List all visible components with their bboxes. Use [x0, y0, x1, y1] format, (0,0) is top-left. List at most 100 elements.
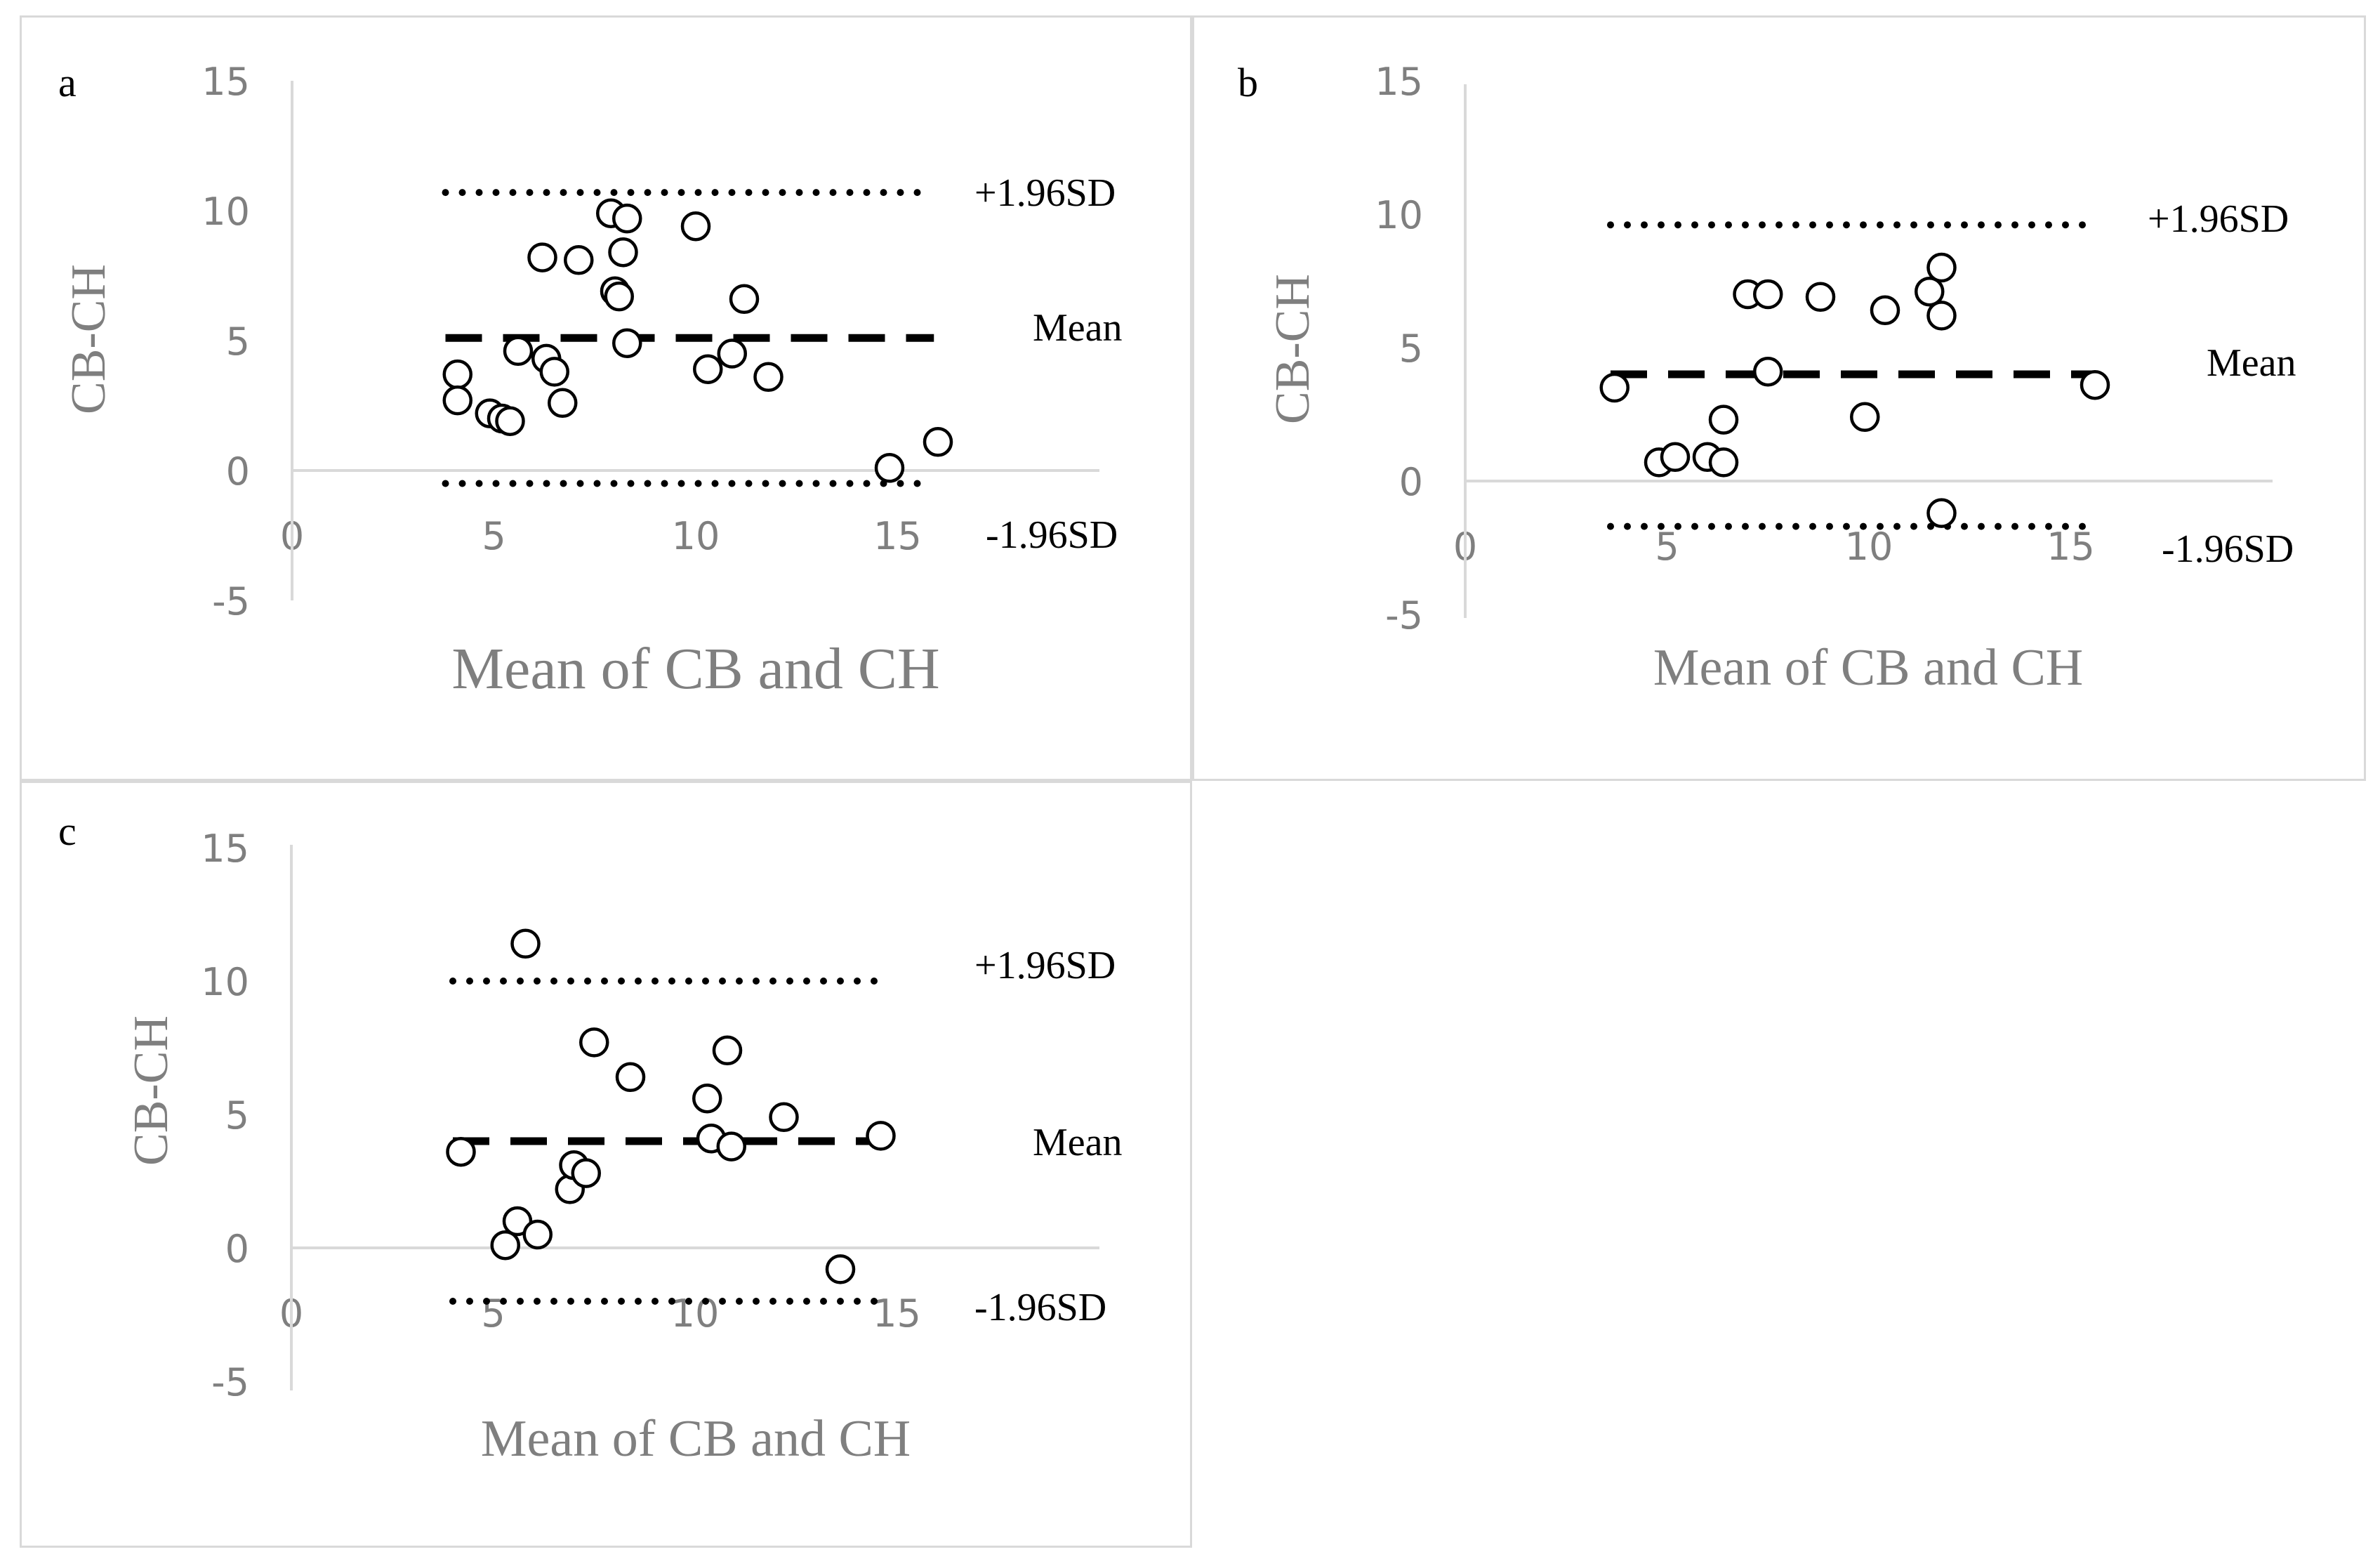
x-tick-label: 10	[1845, 525, 1893, 569]
data-point	[1708, 447, 1739, 478]
data-point	[442, 359, 472, 390]
chart-b: b CB-CH 15 10 5 0 -5 0 5 10 15 +1.96SD Mean -1.…	[1238, 60, 2296, 697]
y-tick-labels: 15 10 5 0 -5	[201, 827, 249, 1404]
data-point	[1926, 301, 1957, 331]
lower-sd-label: -1.96SD	[986, 513, 1118, 557]
data-point	[680, 211, 711, 242]
data-point	[490, 1230, 520, 1261]
panel-label: c	[58, 808, 77, 854]
reference-lines	[1607, 221, 2098, 530]
y-tick-label: 15	[201, 827, 249, 871]
x-axis-label: Mean of CB and CH	[1653, 639, 2084, 697]
x-tick-label: 5	[1655, 525, 1679, 569]
y-tick-label: 5	[225, 1093, 249, 1138]
data-point	[539, 357, 569, 387]
data-point	[1753, 356, 1783, 387]
y-tick-labels: 15 10 5 0 -5	[201, 60, 250, 624]
y-tick-label: 15	[1375, 60, 1423, 104]
y-tick-label: -5	[1385, 593, 1423, 638]
y-tick-label: 0	[1399, 460, 1423, 504]
x-axis-label: Mean of CB and CH	[451, 636, 939, 702]
data-point	[1708, 404, 1739, 435]
data-points	[1599, 252, 2110, 528]
x-tick-labels: 0 5 10 15	[280, 514, 922, 558]
data-point	[522, 1219, 553, 1250]
mean-label: Mean	[1033, 306, 1123, 350]
data-point	[1805, 282, 1836, 312]
panel-a: a CB-CH 15 10 5 0 -5 0 5 10 15 +1.96SD Mean -1.…	[20, 15, 1192, 781]
data-point	[495, 406, 525, 436]
x-tick-label: 10	[672, 514, 720, 558]
lower-sd-label: -1.96SD	[974, 1286, 1106, 1329]
panel-c: c CB-CH 15 10 5 0 -5 0 5 10 15 +1.96SD Mean -1.…	[20, 781, 1192, 1548]
x-tick-label: 15	[2047, 525, 2095, 569]
reference-lines	[442, 189, 938, 487]
data-point	[1926, 252, 1957, 283]
data-point	[717, 338, 747, 369]
mean-label: Mean	[2207, 341, 2296, 385]
data-points	[446, 928, 896, 1284]
y-axis-label: CB-CH	[124, 1015, 178, 1166]
chart-c: c CB-CH 15 10 5 0 -5 0 5 10 15 +1.96SD Mean -1.…	[58, 808, 1123, 1468]
data-point	[1599, 372, 1629, 403]
y-tick-label: 15	[201, 60, 250, 104]
y-tick-label: 5	[1399, 327, 1423, 371]
data-point	[866, 1121, 896, 1151]
x-tick-label: 15	[873, 1291, 921, 1336]
y-tick-label: 10	[201, 190, 250, 234]
x-tick-labels: 0 5 10 15	[279, 1291, 921, 1336]
data-point	[692, 1083, 722, 1114]
mean-label: Mean	[1033, 1121, 1123, 1164]
data-point	[1660, 442, 1691, 473]
lower-sd-label: -1.96SD	[2162, 527, 2294, 571]
data-point	[571, 1158, 601, 1188]
data-point	[612, 203, 642, 234]
data-point	[753, 362, 784, 393]
data-point	[548, 388, 578, 419]
y-tick-label: 10	[201, 960, 249, 1004]
data-point	[693, 354, 723, 384]
data-point	[874, 453, 905, 483]
data-point	[1926, 498, 1957, 528]
y-tick-label: 0	[226, 449, 250, 494]
upper-sd-label: +1.96SD	[974, 944, 1116, 987]
data-point	[579, 1027, 609, 1058]
data-point	[1850, 402, 1880, 433]
data-point	[564, 245, 594, 275]
panel-label: b	[1238, 60, 1258, 105]
y-tick-label: -5	[212, 579, 250, 624]
data-point	[729, 284, 760, 315]
data-point	[502, 1206, 533, 1237]
data-points	[442, 198, 953, 483]
chart-a: a CB-CH 15 10 5 0 -5 0 5 10 15 +1.96SD Mean -1.…	[58, 60, 1123, 702]
y-axis-label: CB-CH	[62, 264, 116, 414]
data-point	[825, 1254, 856, 1284]
data-point	[503, 336, 534, 367]
y-tick-label: -5	[211, 1360, 249, 1404]
x-tick-labels: 0 5 10 15	[1453, 525, 2095, 569]
y-tick-label: 10	[1375, 193, 1423, 237]
x-tick-label: 5	[481, 1291, 505, 1336]
data-point	[1915, 276, 1945, 307]
y-tick-label: 5	[226, 320, 250, 364]
data-point	[612, 328, 642, 358]
y-tick-labels: 15 10 5 0 -5	[1375, 60, 1423, 638]
data-point	[527, 242, 557, 272]
data-point	[604, 281, 634, 312]
x-axis-label: Mean of CB and CH	[481, 1410, 911, 1468]
data-point	[769, 1102, 799, 1133]
data-point	[712, 1035, 743, 1066]
data-point	[923, 427, 953, 457]
x-tick-label: 5	[482, 514, 505, 558]
upper-sd-label: +1.96SD	[974, 171, 1116, 215]
x-tick-label: 10	[671, 1291, 720, 1336]
data-point	[716, 1131, 746, 1162]
data-point	[1753, 279, 1783, 310]
data-point	[1870, 295, 1900, 326]
upper-sd-label: +1.96SD	[2148, 197, 2289, 241]
data-point	[442, 385, 472, 416]
y-axis-label: CB-CH	[1266, 274, 1320, 424]
data-point	[510, 928, 541, 959]
data-point	[615, 1062, 646, 1093]
reference-lines	[449, 978, 889, 1305]
